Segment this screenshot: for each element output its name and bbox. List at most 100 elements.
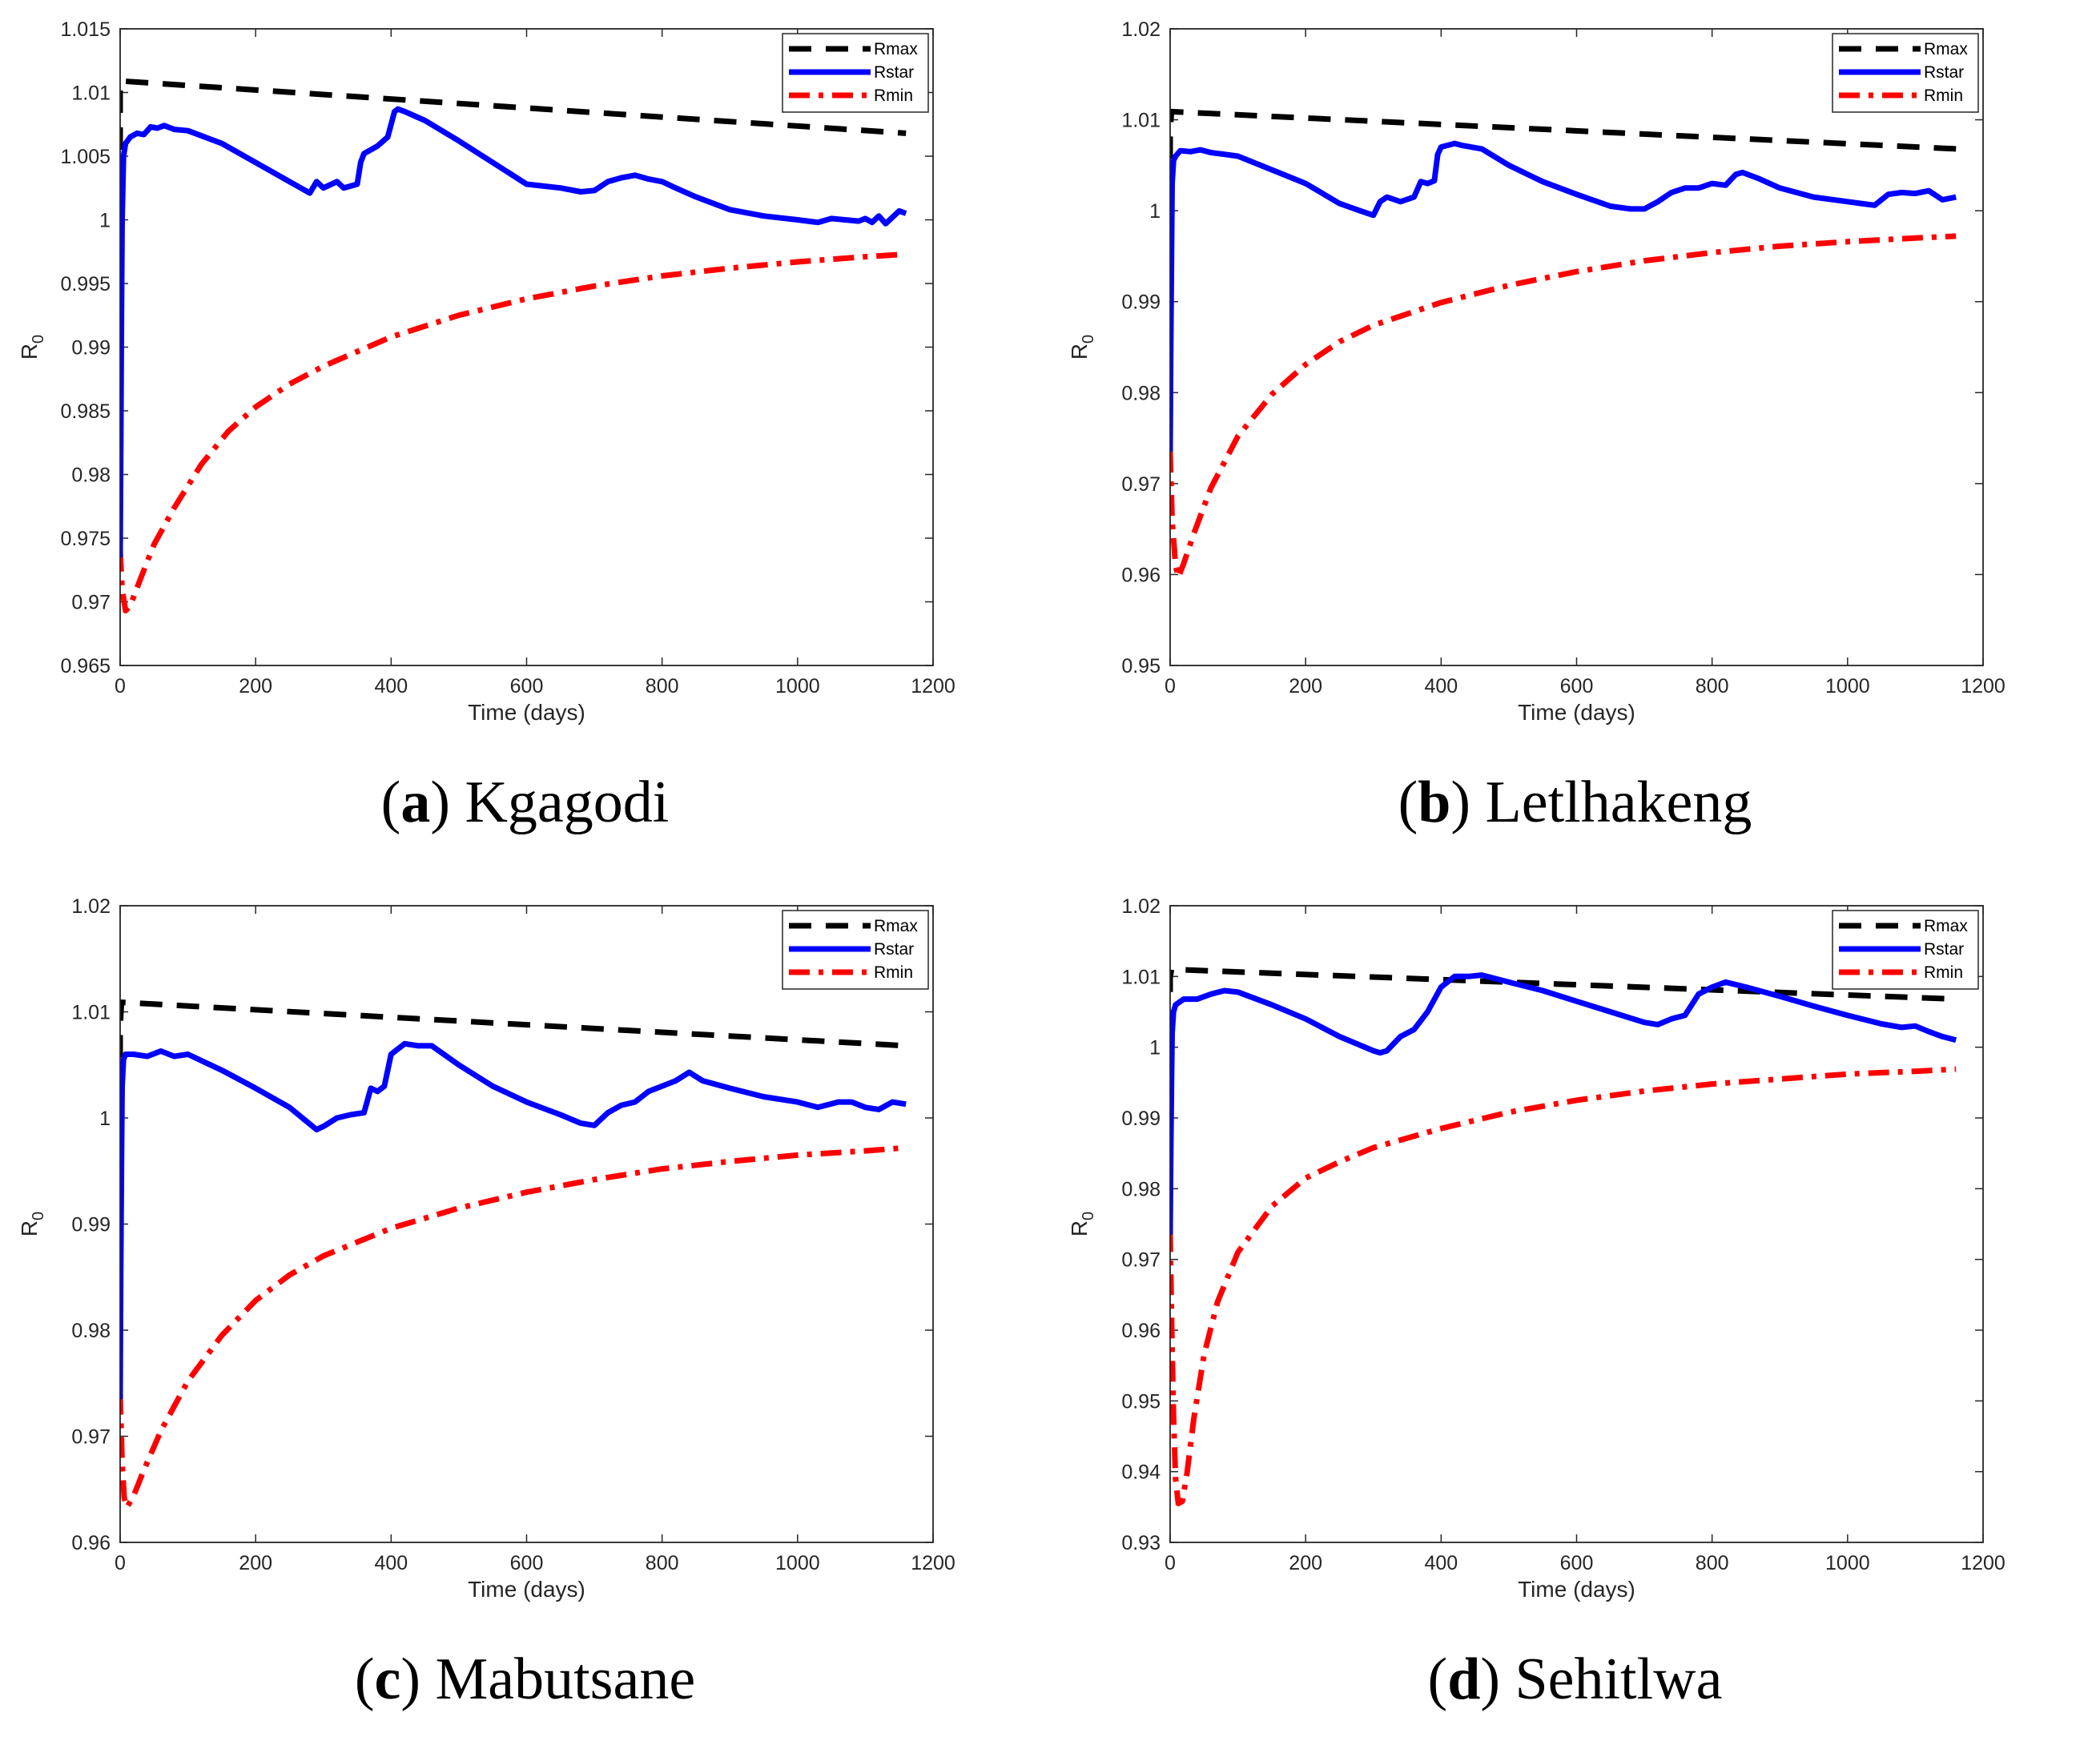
y-tick-label: 1.01 (1121, 110, 1161, 132)
y-tick-label: 0.995 (60, 273, 111, 296)
y-tick-label: 1.02 (1121, 895, 1161, 918)
y-tick-label: 1.015 (60, 18, 111, 41)
series-rstar (120, 1040, 907, 1400)
caption-letter: a (400, 770, 431, 835)
chart-mabutsane: 0 200 400 600 800 1000 1200 0.96 0.97 0.98 0.99 1 1.… (17, 895, 955, 1602)
x-tick-label: 600 (1560, 675, 1594, 698)
legend-label-rstar: Rstar (874, 940, 914, 959)
y-tick-label: 0.99 (1121, 291, 1161, 314)
y-tick-label: 0.98 (71, 464, 111, 487)
x-tick-label: 1200 (1961, 675, 2005, 698)
chart-sehitlwa: 0 200 400 600 800 1000 1200 0.93 0.94 0.95 0.96 0.9… (1067, 895, 2005, 1602)
x-tick-label: 400 (1424, 1552, 1458, 1574)
axes-frame (119, 28, 934, 666)
caption-letter: b (1418, 770, 1451, 835)
y-tick-label: 1 (1149, 1037, 1161, 1059)
x-tick-label: 1000 (775, 1552, 820, 1574)
y-tick-label: 0.98 (1121, 1178, 1161, 1200)
caption-kgagodi: (a) Kgagodi (380, 770, 670, 835)
x-tick-label: 200 (1289, 1552, 1322, 1574)
y-axis-title-sub: 0 (1080, 335, 1097, 344)
y-tick-label: 1 (99, 1108, 111, 1130)
caption-title: Kgagodi (465, 770, 670, 835)
series-rmin (120, 1144, 907, 1510)
caption-letter: d (1447, 1646, 1481, 1712)
x-tick-label: 200 (1289, 675, 1322, 698)
x-tick-label: 0 (115, 1552, 126, 1574)
panel-mabutsane: 0 200 400 600 800 1000 1200 0.96 0.97 0.98 0.99 1 1.… (0, 877, 1050, 1753)
series-rstar (120, 106, 907, 557)
y-tick-label: 0.97 (71, 592, 111, 614)
y-axis-title-base: R (1067, 344, 1092, 360)
y-tick-label: 0.965 (60, 655, 111, 677)
legend-label-rmin: Rmin (1924, 963, 1963, 982)
series-rmin (1170, 233, 1957, 581)
y-tick-label: 0.93 (1121, 1532, 1161, 1554)
y-tick-label: 0.96 (1121, 1320, 1161, 1342)
plot-area (120, 906, 933, 1542)
y-tick-label: 0.96 (1121, 564, 1161, 586)
plot-area (120, 29, 933, 665)
x-tick-label: 400 (1424, 675, 1458, 698)
y-axis-title: R0 (1067, 1212, 1097, 1236)
y-tick-label: 1 (1149, 200, 1161, 223)
y-tick-label: 1.02 (1121, 18, 1161, 41)
x-tick-label: 800 (646, 1552, 679, 1574)
x-tick-label: 200 (239, 675, 272, 698)
y-tick-label: 1.005 (60, 146, 111, 168)
y-tick-label: 1 (99, 210, 111, 232)
series-rmin (120, 251, 907, 614)
y-axis-title-base: R (1067, 1220, 1092, 1236)
y-axis-title: R0 (1067, 335, 1097, 360)
caption-sehitlwa: (d) Sehitlwa (1427, 1646, 1723, 1712)
y-tick-label: 0.95 (1121, 655, 1161, 677)
x-tick-label: 600 (510, 1552, 544, 1574)
legend-label-rstar: Rstar (1924, 940, 1964, 959)
legend-label-rmax: Rmax (1924, 917, 1968, 935)
y-axis-title: R0 (17, 1212, 47, 1236)
series-rmax (120, 78, 907, 150)
legend-label-rstar: Rstar (1924, 63, 1964, 82)
y-tick-label: 0.97 (1121, 473, 1161, 496)
series-rstar (1170, 972, 1957, 1235)
x-axis-title: Time (days) (468, 1577, 585, 1602)
y-tick-label: 0.94 (1121, 1462, 1161, 1484)
x-tick-label: 0 (1165, 675, 1176, 698)
panel-kgagodi: 0 200 400 600 800 1000 1200 0.965 0.97 0.975 0.98 0… (0, 0, 1050, 876)
y-tick-label: 0.96 (71, 1532, 111, 1554)
x-tick-label: 1000 (775, 675, 820, 698)
caption-title: Mabutsane (435, 1646, 696, 1712)
legend-label-rmax: Rmax (874, 917, 918, 935)
x-tick-label: 400 (374, 1552, 408, 1574)
y-tick-label: 0.985 (60, 400, 111, 423)
y-tick-label: 0.99 (71, 1214, 111, 1236)
y-axis-title-base: R (17, 344, 42, 360)
legend-label-rmax: Rmax (1924, 40, 1968, 58)
y-tick-label: 0.99 (71, 337, 111, 360)
y-tick-label: 1.01 (1121, 966, 1161, 988)
legend-label-rmin: Rmin (874, 86, 913, 105)
x-tick-label: 1200 (911, 675, 955, 698)
caption-mabutsane: (c) Mabutsane (354, 1646, 696, 1712)
x-axis-title: Time (days) (468, 700, 585, 725)
axes-frame (1169, 905, 1984, 1543)
x-tick-label: 0 (115, 675, 126, 698)
x-tick-label: 1200 (911, 1552, 955, 1574)
y-tick-label: 0.975 (60, 528, 111, 550)
y-tick-label: 0.97 (71, 1426, 111, 1449)
x-tick-label: 800 (1696, 1552, 1729, 1574)
y-tick-label: 0.99 (1121, 1108, 1161, 1130)
y-axis-title-sub: 0 (30, 1212, 47, 1220)
y-axis-title-sub: 0 (30, 335, 47, 344)
caption-letlhakeng: (b) Letlhakeng (1398, 770, 1752, 835)
y-axis-title-base: R (17, 1220, 42, 1236)
x-tick-label: 400 (374, 675, 408, 698)
legend-label-rstar: Rstar (874, 63, 914, 82)
x-tick-label: 800 (646, 675, 679, 698)
x-axis-title: Time (days) (1518, 1577, 1635, 1602)
x-tick-label: 1000 (1825, 1552, 1870, 1574)
y-tick-label: 0.98 (71, 1320, 111, 1342)
y-tick-label: 1.01 (71, 1002, 111, 1024)
series-rstar (1170, 140, 1957, 452)
